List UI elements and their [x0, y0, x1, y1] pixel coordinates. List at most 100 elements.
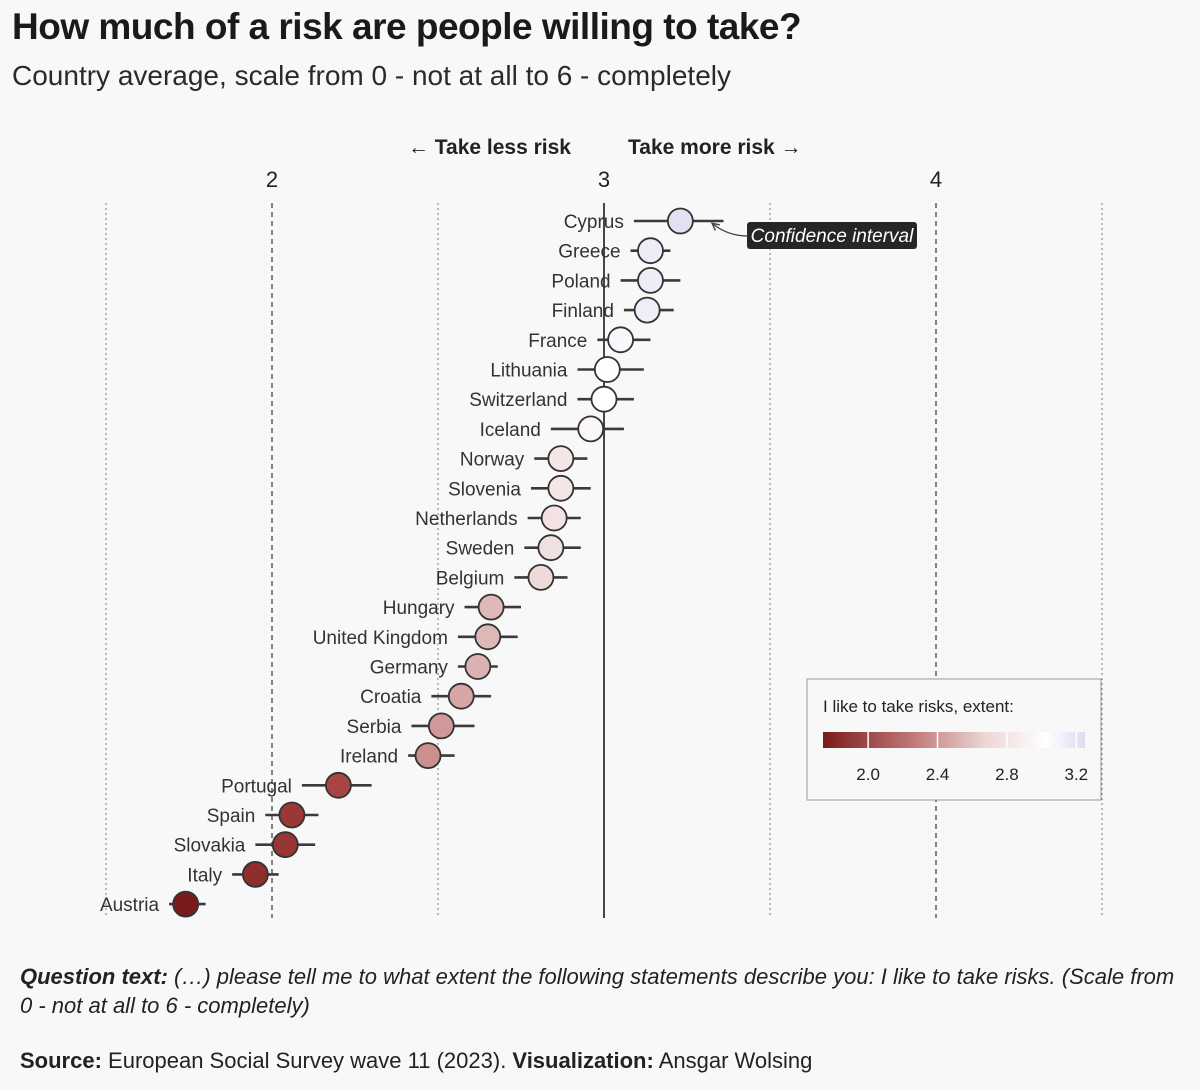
country-label-united-kingdom: United Kingdom [313, 628, 448, 649]
legend-title: I like to take risks, extent: [823, 697, 1014, 716]
dot-iceland [577, 415, 605, 443]
legend-ticks: 2.0 2.4 2.8 3.2 [856, 732, 1088, 784]
visualization-label: Visualization: [512, 1048, 654, 1073]
color-legend: I like to take risks, extent: 2.0 2.4 2.8 3… [806, 678, 1102, 801]
country-label-croatia: Croatia [360, 687, 422, 708]
take-more-risk-label: Take more risk → [628, 136, 802, 159]
dot-portugal [324, 771, 352, 799]
country-label-austria: Austria [100, 895, 160, 916]
question-body: (…) please tell me to what extent the fo… [20, 964, 1175, 1018]
dot-germany [464, 653, 492, 680]
question-label: Question text: [20, 964, 168, 989]
annotation-arrow [713, 224, 749, 237]
source-text: European Social Survey wave 11 (2023). [101, 1048, 513, 1073]
country-label-finland: Finland [552, 301, 614, 322]
point-sweden: Sweden [446, 534, 581, 562]
country-label-slovakia: Slovakia [174, 836, 246, 857]
dot-finland [633, 296, 661, 324]
x-tick-label-2: 2 [266, 167, 278, 192]
point-switzerland: Switzerland [469, 385, 634, 413]
x-tick-label-4: 4 [930, 167, 942, 192]
chart-subtitle: Country average, scale from 0 - not at a… [12, 60, 731, 91]
point-iceland: Iceland [480, 415, 624, 443]
point-italy: Italy [187, 861, 279, 888]
point-netherlands: Netherlands [415, 504, 581, 532]
dot-norway [547, 445, 575, 473]
dot-ireland [414, 742, 442, 769]
dot-austria [172, 890, 200, 918]
point-poland: Poland [551, 266, 681, 294]
dot-spain [278, 801, 306, 829]
dot-netherlands [540, 504, 568, 532]
country-label-iceland: Iceland [480, 420, 541, 441]
chart-title: How much of a risk are people willing to… [12, 6, 802, 47]
dot-hungary [477, 593, 505, 621]
question-text: Question text: (…) please tell me to wha… [20, 962, 1180, 1020]
dot-poland [637, 266, 664, 294]
point-slovenia: Slovenia [448, 474, 591, 502]
data-points: Cyprus Greece Poland Finland France Lithuania… [100, 207, 724, 918]
point-france: France [528, 326, 651, 354]
point-greece: Greece [558, 237, 671, 265]
country-label-france: France [528, 331, 587, 352]
point-slovakia: Slovakia [174, 831, 316, 859]
x-axis-ticks: 2 3 4 [266, 167, 942, 192]
country-label-switzerland: Switzerland [469, 390, 567, 411]
point-finland: Finland [552, 296, 674, 324]
country-label-italy: Italy [187, 865, 222, 886]
point-austria: Austria [100, 890, 206, 918]
country-label-germany: Germany [370, 658, 449, 679]
legend-tick-label-3-2: 3.2 [1065, 765, 1089, 784]
dot-croatia [447, 682, 475, 710]
legend-tick-label-2-8: 2.8 [995, 765, 1019, 784]
point-spain: Spain [207, 801, 319, 829]
legend-color-bar [823, 732, 1085, 748]
x-tick-label-3: 3 [598, 167, 610, 192]
country-label-norway: Norway [460, 450, 525, 471]
point-hungary: Hungary [383, 593, 521, 621]
country-label-ireland: Ireland [340, 747, 398, 768]
point-norway: Norway [460, 445, 588, 473]
dot-serbia [427, 712, 455, 740]
point-croatia: Croatia [360, 682, 492, 710]
dot-greece [637, 237, 664, 265]
point-lithuania: Lithuania [490, 356, 644, 383]
legend-tick-label-2-4: 2.4 [926, 765, 950, 784]
country-label-slovenia: Slovenia [448, 479, 521, 500]
source-line: Source: European Social Survey wave 11 (… [20, 1048, 1180, 1074]
dot-switzerland [590, 385, 618, 413]
visualization-text: Ansgar Wolsing [653, 1048, 813, 1073]
annotation-box [747, 222, 917, 249]
country-label-portugal: Portugal [221, 776, 292, 797]
point-serbia: Serbia [347, 712, 475, 740]
point-cyprus: Cyprus [564, 207, 724, 235]
dot-france [607, 326, 634, 354]
country-label-spain: Spain [207, 806, 256, 827]
country-label-hungary: Hungary [383, 598, 455, 619]
country-label-greece: Greece [558, 242, 620, 263]
point-ireland: Ireland [340, 742, 455, 769]
legend-tick-label-2-0: 2.0 [856, 765, 880, 784]
point-germany: Germany [370, 653, 498, 680]
point-united-kingdom: United Kingdom [313, 623, 518, 651]
country-label-belgium: Belgium [436, 568, 505, 589]
dot-united-kingdom [474, 623, 502, 651]
dot-slovakia [271, 831, 299, 859]
country-label-netherlands: Netherlands [415, 509, 517, 530]
dot-sweden [537, 534, 565, 562]
annotation-text: Confidence interval [751, 226, 914, 247]
country-label-cyprus: Cyprus [564, 212, 624, 233]
dot-plot-chart: 2 3 4 ← Take less risk Take more risk → Cy… [100, 136, 1103, 918]
dot-slovenia [547, 474, 575, 502]
take-less-risk-label: ← Take less risk [408, 136, 571, 159]
dot-cyprus [666, 207, 694, 235]
confidence-interval-annotation: Confidence interval [713, 222, 917, 249]
country-label-sweden: Sweden [446, 539, 515, 560]
grid-lines [105, 203, 1103, 918]
source-label: Source: [20, 1048, 102, 1073]
dot-belgium [527, 564, 555, 591]
country-label-lithuania: Lithuania [490, 361, 568, 382]
country-label-poland: Poland [551, 271, 610, 292]
dot-lithuania [593, 356, 621, 383]
point-portugal: Portugal [221, 771, 372, 799]
